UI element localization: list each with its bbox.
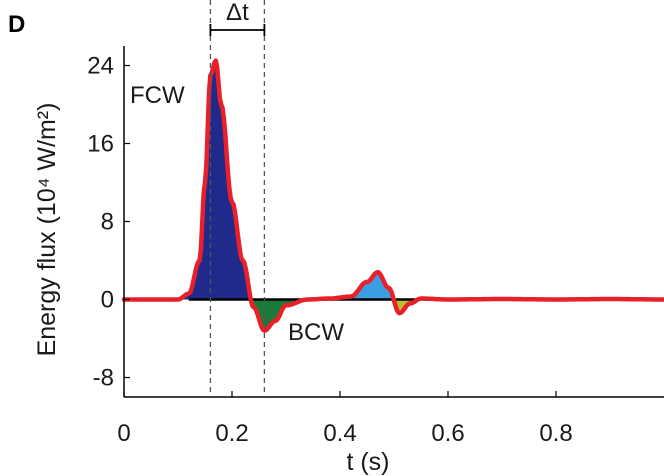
y-tick-label: 16: [87, 131, 114, 158]
x-tick-label: 0.6: [431, 420, 464, 447]
y-tick-label: -8: [93, 365, 114, 392]
delta-t-label: Δt: [226, 0, 249, 26]
y-tick-label: 0: [101, 287, 114, 314]
x-tick-label: 0.4: [323, 420, 356, 447]
x-axis-label: t (s): [346, 448, 389, 476]
fill-area-1: [253, 299, 308, 331]
chart-labels: D FCW BCW t (s) Energy flux (10⁴ W/m²): [8, 11, 390, 476]
delta-t-markers: Δt: [209, 0, 266, 397]
y-tick-label: 8: [101, 209, 114, 236]
fill-area-2: [350, 272, 394, 301]
fill-area-0: [178, 60, 254, 308]
area-fills: [178, 60, 416, 331]
series-line: [121, 58, 664, 333]
tick-labels: -8 0 8 16 24 0 0.2 0.4 0.6 0.8: [87, 53, 572, 448]
x-tick-label: 0.2: [215, 420, 248, 447]
x-tick-label: 0.8: [539, 420, 572, 447]
bcw-label: BCW: [288, 319, 344, 346]
y-axis-label: Energy flux (10⁴ W/m²): [33, 103, 61, 357]
x-tick-label: 0: [117, 420, 130, 447]
panel-label: D: [8, 11, 25, 38]
series-lines: [121, 58, 664, 333]
fcw-label: FCW: [130, 82, 185, 109]
y-tick-label: 24: [87, 53, 114, 80]
